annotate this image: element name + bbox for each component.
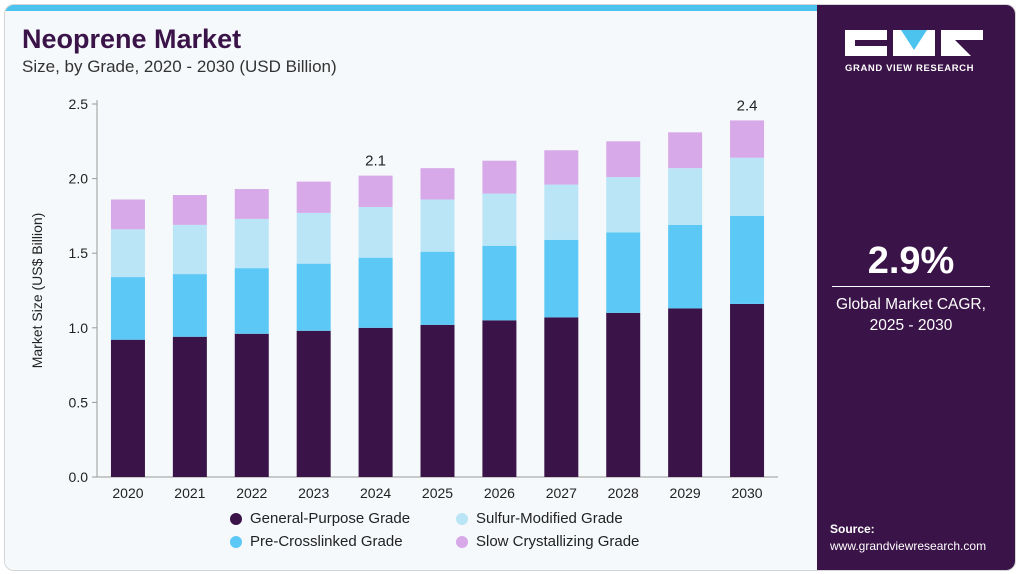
legend-item-sulfur-modified: Sulfur-Modified Grade: [456, 510, 623, 527]
legend-item-pre-crosslinked: Pre-Crosslinked Grade: [230, 533, 403, 550]
legend-swatch: [230, 512, 242, 525]
total-value-label: 2.4: [737, 97, 758, 114]
bar-segment: [420, 324, 455, 477]
cagr-label-line2: 2025 - 2030: [869, 317, 953, 334]
accent-bar: [5, 5, 817, 11]
legend-label: Sulfur-Modified Grade: [476, 510, 623, 527]
legend-swatch: [456, 535, 468, 548]
x-tick-label: 2030: [731, 485, 762, 501]
legend-label: General-Purpose Grade: [250, 510, 411, 527]
bar-segment: [606, 232, 641, 313]
bar-segment: [482, 245, 517, 321]
legend-item-general-purpose: General-Purpose Grade: [230, 510, 410, 527]
x-tick-label: 2027: [546, 485, 577, 501]
source-url[interactable]: www.grandviewresearch.com: [830, 539, 987, 553]
bar-segment: [296, 181, 331, 213]
legend-label: Slow Crystallizing Grade: [476, 533, 640, 550]
y-tick-label: 0.5: [69, 394, 89, 410]
brand-name: GRAND VIEW RESEARCH: [845, 63, 975, 74]
x-tick-label: 2028: [608, 485, 639, 501]
bar-segment: [730, 120, 765, 158]
bar-segment: [544, 317, 579, 477]
bar-segment: [110, 199, 145, 230]
bar-segment: [482, 193, 517, 246]
bar-segment: [668, 308, 703, 477]
y-tick-label: 2.5: [69, 96, 89, 112]
bar-segment: [110, 339, 145, 477]
x-tick-label: 2026: [484, 485, 515, 501]
bar-segment: [234, 189, 269, 219]
legend-swatch: [456, 512, 468, 525]
bar-segment: [730, 157, 765, 216]
y-tick-label: 2.0: [69, 171, 89, 187]
bar-segment: [358, 175, 393, 207]
bar-segment: [482, 320, 517, 477]
bar-segment: [668, 132, 703, 169]
bar-segment: [172, 336, 207, 477]
y-axis-title: Market Size (US$ Billion): [29, 213, 45, 369]
x-tick-label: 2029: [670, 485, 701, 501]
total-value-label: 2.1: [365, 153, 386, 170]
bar-segment: [606, 141, 641, 178]
bar-segment: [420, 168, 455, 200]
bar-segment: [544, 239, 579, 318]
bar-segment: [110, 229, 145, 278]
logo-g-mark-icon: [845, 30, 887, 56]
y-tick-label: 1.0: [69, 320, 89, 336]
bar-segment: [234, 218, 269, 269]
bar-segment: [234, 268, 269, 334]
bar-segment: [668, 168, 703, 225]
bar-segment: [420, 251, 455, 325]
bar-segment: [420, 199, 455, 252]
bar-segment: [172, 274, 207, 337]
bar-segment: [172, 195, 207, 225]
bar-segment: [296, 263, 331, 331]
y-tick-label: 0.0: [69, 469, 89, 485]
bar-segment: [544, 150, 579, 185]
stacked-bar-chart: 0.0 0.5 1.0 1.5 2.0 2.5 Market Size (US$ Billi…: [29, 96, 778, 501]
y-tick-label: 1.5: [69, 245, 89, 261]
brand-panel: [817, 5, 1015, 570]
bar-segment: [296, 330, 331, 477]
bar-segment: [110, 277, 145, 340]
x-tick-label: 2021: [174, 485, 205, 501]
cagr-label: Global Market CAGR, 2025 - 2030: [812, 294, 1010, 336]
legend-item-slow-crystallizing: Slow Crystallizing Grade: [456, 533, 639, 550]
source-label: Source:: [830, 522, 875, 536]
brand-logo[interactable]: GRAND VIEW RESEARCH: [845, 30, 985, 74]
logo-r-mark-icon: [941, 30, 983, 56]
bar-segment: [730, 303, 765, 477]
bar-segment: [482, 160, 517, 194]
cagr-label-line1: Global Market CAGR,: [836, 296, 986, 313]
bar-segment: [296, 212, 331, 264]
cagr-value: 2.9%: [867, 240, 955, 282]
bar-segment: [606, 177, 641, 233]
chart-title: Neoprene Market: [22, 24, 242, 54]
x-tick-label: 2022: [236, 485, 267, 501]
bar-segment: [234, 333, 269, 477]
bar-segment: [730, 215, 765, 304]
legend-label: Pre-Crosslinked Grade: [250, 533, 403, 550]
x-tick-label: 2025: [422, 485, 453, 501]
legend-swatch: [230, 535, 242, 548]
bar-segment: [358, 257, 393, 328]
bar-segment: [358, 327, 393, 477]
x-tick-label: 2020: [112, 485, 143, 501]
logo-marks: [845, 30, 985, 56]
chart-subtitle: Size, by Grade, 2020 - 2030 (USD Billion…: [22, 57, 337, 76]
x-tick-label: 2023: [298, 485, 329, 501]
bar-segment: [606, 312, 641, 477]
bar-segment: [544, 184, 579, 240]
bar-segment: [172, 224, 207, 275]
bar-segment: [358, 206, 393, 258]
logo-v-mark-icon: [893, 30, 935, 56]
bar-segment: [668, 224, 703, 309]
x-tick-label: 2024: [360, 485, 391, 501]
cagr-divider: [832, 286, 990, 287]
